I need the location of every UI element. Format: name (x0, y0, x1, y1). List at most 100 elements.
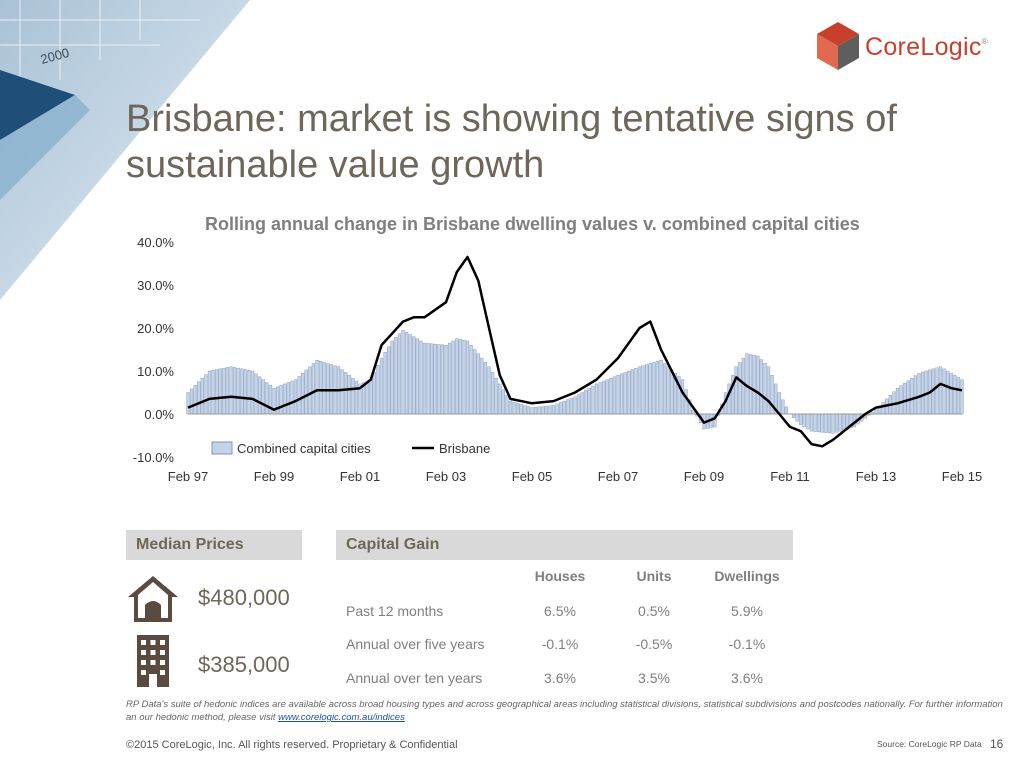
y-tick-label: 30.0% (137, 278, 174, 293)
combined-capitals-bar (437, 344, 441, 415)
combined-capitals-bar (666, 366, 670, 415)
combined-capitals-bar (469, 344, 473, 415)
combined-capitals-bar (326, 363, 330, 415)
cell-value: 3.6% (731, 670, 763, 686)
combined-capitals-bar (738, 362, 742, 415)
house-icon (128, 576, 178, 622)
combined-capitals-bar (318, 361, 323, 415)
combined-capitals-bar (612, 376, 617, 415)
copyright-footer: ©2015 CoreLogic, Inc. All rights reserve… (126, 739, 458, 751)
combined-capitals-bar (197, 381, 201, 415)
combined-capitals-bar (906, 380, 910, 415)
cell-value: 3.6% (544, 670, 576, 686)
combined-capitals-bar (480, 357, 484, 415)
combined-capitals-bar (419, 340, 423, 415)
combined-capitals-bar (541, 406, 545, 415)
combined-capitals-bar (397, 333, 402, 415)
combined-capitals-bar (537, 406, 541, 415)
combined-capitals-bar (903, 382, 907, 415)
combined-capitals-bar (265, 382, 269, 415)
combined-capitals-bar (756, 355, 760, 415)
combined-capitals-bar (548, 405, 552, 415)
combined-capitals-bar (390, 340, 394, 415)
combined-capitals-bar (519, 404, 523, 415)
combined-capitals-bar (580, 392, 584, 415)
combined-capitals-bar (354, 380, 359, 415)
combined-capitals-bar (559, 402, 563, 415)
cell-value: 0.5% (638, 603, 670, 619)
combined-capitals-bar (283, 383, 287, 415)
combined-capitals-bar (218, 368, 222, 415)
combined-capitals-bar (236, 367, 240, 415)
combined-capitals-bar (752, 355, 756, 415)
combined-capitals-bar (433, 343, 437, 415)
combined-capitals-bar (308, 366, 312, 415)
combined-capitals-bar (555, 403, 559, 415)
combined-capitals-bar (573, 396, 577, 415)
combined-capitals-bar (594, 383, 599, 415)
combined-capitals-bar (408, 334, 412, 415)
combined-capitals-bar (784, 406, 789, 415)
combined-capitals-bar (874, 409, 878, 415)
x-tick-label: Feb 13 (856, 469, 896, 484)
combined-capitals-bar (637, 366, 642, 415)
cell-value: 3.5% (638, 670, 670, 686)
x-tick-label: Feb 99 (254, 469, 294, 484)
combined-capitals-bar (648, 363, 652, 415)
combined-capitals-bar (605, 379, 609, 415)
combined-capitals-bar (942, 368, 946, 415)
combined-capitals-bar (193, 385, 197, 415)
combined-capitals-bar (544, 405, 548, 415)
combined-capitals-bar (662, 363, 667, 415)
combined-capitals-bar (516, 403, 520, 415)
combined-capitals-bar (340, 369, 344, 415)
combined-capitals-bar (813, 413, 817, 432)
combined-capitals-bar (508, 400, 513, 415)
combined-capitals-bar (523, 405, 527, 415)
combined-capitals-bar (777, 392, 781, 415)
combined-capitals-bar (222, 367, 226, 415)
combined-capitals-bar (598, 382, 602, 415)
combined-capitals-bar (781, 399, 785, 415)
x-tick-label: Feb 03 (426, 469, 466, 484)
combined-capitals-bar (609, 377, 613, 415)
combined-capitals-bar (824, 413, 828, 433)
combined-capitals-bar (347, 375, 351, 415)
combined-capitals-bar (820, 413, 824, 433)
combined-capitals-bar (569, 398, 574, 415)
house-median-price: $480,000 (198, 585, 290, 610)
combined-capitals-bar (684, 389, 688, 415)
combined-capitals-bar (533, 406, 538, 415)
row-label-five-years: Annual over five years (346, 636, 485, 652)
combined-capitals-bar (204, 374, 208, 415)
combined-capitals-bar (917, 372, 921, 415)
combined-capitals-bar (351, 377, 355, 415)
logo-trademark: ® (981, 37, 988, 46)
combined-capitals-bar (490, 372, 495, 415)
combined-capitals-bar (591, 385, 595, 415)
combined-capitals-bar (444, 344, 448, 415)
combined-capitals-bar (483, 362, 488, 415)
combined-capitals-bar (938, 366, 943, 415)
combined-capitals-bar (630, 369, 634, 415)
combined-capitals-bar (297, 376, 301, 415)
cell-value: -0.1% (541, 636, 579, 652)
y-tick-label: -10.0% (133, 450, 175, 465)
page-number: 16 (990, 737, 1004, 751)
corelogic-logo: CoreLogic® (815, 20, 1000, 72)
methodology-note: RP Data's suite of hedonic indices are a… (126, 698, 1006, 724)
combined-capitals-bar (791, 413, 796, 418)
combined-capitals-bar (741, 357, 746, 415)
y-tick-label: 40.0% (137, 235, 174, 250)
combined-capitals-bar (881, 402, 885, 415)
median-prices-header: Median Prices (126, 530, 302, 560)
legend-brisbane-label: Brisbane (439, 441, 490, 456)
combined-capitals-bar (290, 380, 294, 415)
combined-capitals-bar (817, 413, 821, 433)
combined-capitals-bar (286, 382, 290, 415)
y-tick-label: 0.0% (144, 407, 174, 422)
y-axis-labels: -10.0% 0.0% 10.0% 20.0% 30.0% 40.0% (133, 235, 175, 465)
combined-capitals-bar (458, 339, 462, 415)
x-tick-label: Feb 11 (770, 469, 810, 484)
indices-link[interactable]: www.corelogic.com.au/indices (278, 712, 405, 723)
